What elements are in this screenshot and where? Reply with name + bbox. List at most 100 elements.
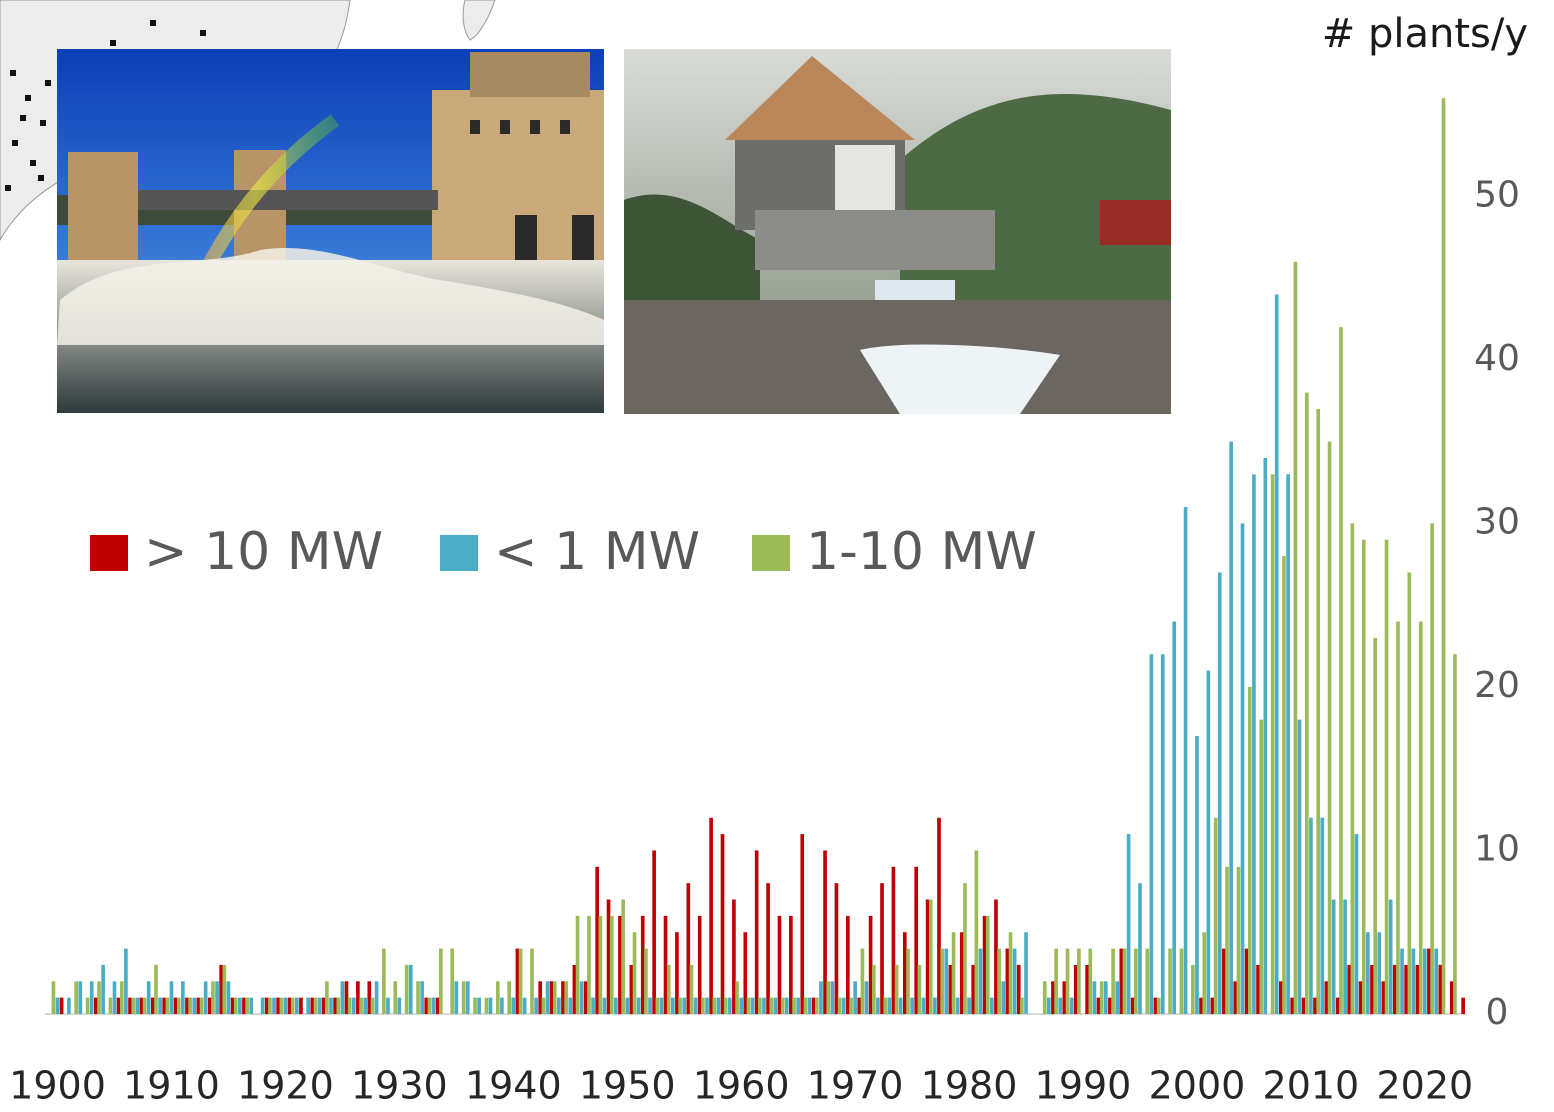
legend-label: < 1 MW (494, 522, 700, 582)
bar (751, 998, 755, 1014)
bar (705, 998, 709, 1014)
bar (500, 998, 504, 1014)
bar (336, 998, 340, 1014)
bar (1191, 965, 1195, 1014)
bar (892, 867, 896, 1014)
bar (671, 998, 675, 1014)
bar (849, 998, 853, 1014)
bar (162, 998, 166, 1014)
bar (1423, 949, 1427, 1014)
bar (997, 949, 1001, 1014)
bar (158, 998, 162, 1014)
bar (546, 981, 550, 1014)
bar (1275, 294, 1279, 1014)
bar (295, 998, 299, 1014)
bar (1009, 932, 1013, 1014)
bar (420, 981, 424, 1014)
legend-label: > 10 MW (144, 522, 383, 582)
x-tick-label: 1980 (921, 1064, 1018, 1108)
bar (424, 998, 428, 1014)
bar (60, 998, 64, 1014)
bar (774, 998, 778, 1014)
bar (97, 981, 101, 1014)
bar (732, 900, 736, 1014)
bar (607, 900, 611, 1014)
bar (717, 998, 721, 1014)
bar (712, 998, 716, 1014)
bar (591, 998, 595, 1014)
bar (1450, 981, 1454, 1014)
bar (1058, 998, 1062, 1014)
bar (940, 949, 944, 1014)
bar (808, 998, 812, 1014)
bar (1119, 949, 1123, 1014)
bar (371, 998, 375, 1014)
bar (652, 850, 656, 1014)
bar (375, 981, 379, 1014)
bar (299, 998, 303, 1014)
bar (1131, 998, 1135, 1014)
bar (1393, 965, 1397, 1014)
bar (584, 981, 588, 1014)
bar (1382, 981, 1386, 1014)
bar (664, 916, 668, 1014)
bar (1245, 949, 1249, 1014)
bar (345, 981, 349, 1014)
x-tick-label: 1970 (807, 1064, 904, 1108)
bar (249, 998, 253, 1014)
bar (701, 998, 705, 1014)
bar (1100, 981, 1104, 1014)
bar (1336, 998, 1340, 1014)
bar (747, 998, 751, 1014)
bar (887, 998, 891, 1014)
bar (1294, 262, 1298, 1014)
bar (1252, 474, 1256, 1014)
bar (963, 883, 967, 1014)
bar (466, 981, 470, 1014)
bar (174, 998, 178, 1014)
bar (1241, 523, 1245, 1014)
bar (439, 949, 443, 1014)
x-tick-label: 2000 (1149, 1064, 1246, 1108)
x-tick-label: 2020 (1376, 1064, 1473, 1108)
bar (288, 998, 292, 1014)
bar (1145, 949, 1149, 1014)
bar (128, 998, 132, 1014)
bar (1172, 622, 1176, 1014)
bar (796, 998, 800, 1014)
bar (929, 900, 933, 1014)
bar (1127, 834, 1131, 1014)
bar (853, 981, 857, 1014)
x-tick-label: 1960 (693, 1064, 790, 1108)
bar (792, 998, 796, 1014)
bar (1043, 981, 1047, 1014)
bar (1225, 867, 1229, 1014)
bar (279, 998, 283, 1014)
legend-swatch (752, 535, 790, 571)
bar (1054, 949, 1058, 1014)
bar (1389, 900, 1393, 1014)
bar (1362, 540, 1366, 1014)
bar (785, 998, 789, 1014)
bar (599, 916, 603, 1014)
chart: # plants/y 01020304050190019101920193019… (0, 0, 1554, 1112)
bar (728, 998, 732, 1014)
bar (462, 981, 466, 1014)
bar (1461, 998, 1465, 1014)
bar (1408, 572, 1412, 1014)
bar (363, 998, 367, 1014)
bar (1104, 981, 1108, 1014)
bar (496, 981, 500, 1014)
bar (1237, 867, 1241, 1014)
bar (382, 949, 386, 1014)
bar (1088, 949, 1092, 1014)
bar (690, 965, 694, 1014)
bar (1184, 507, 1188, 1014)
bar (151, 998, 155, 1014)
bar (899, 998, 903, 1014)
bar (869, 916, 873, 1014)
bar (800, 834, 804, 1014)
bar (219, 965, 223, 1014)
bar (1439, 965, 1443, 1014)
bar (405, 965, 409, 1014)
